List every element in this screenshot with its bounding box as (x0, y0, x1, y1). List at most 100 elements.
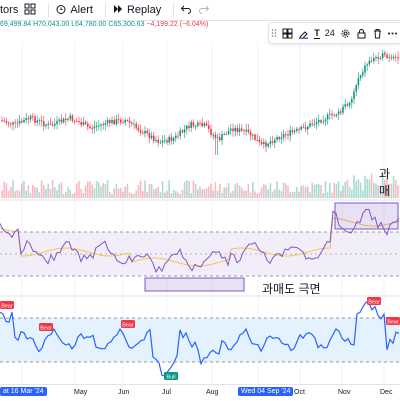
undo-button[interactable] (180, 3, 192, 18)
drag-handle-icon[interactable] (271, 28, 277, 38)
volume-bar (36, 187, 38, 198)
candle-body (315, 122, 318, 125)
candle-body (287, 134, 289, 136)
volume-bar (1, 190, 3, 198)
candle-body (179, 130, 181, 136)
candle-body (335, 114, 338, 116)
time-axis[interactable]: at 16 Mar '24 May Jun Jul Aug Wed 04 Sep… (0, 384, 400, 401)
volume-bar (58, 184, 60, 198)
volume-bar (109, 191, 111, 198)
candle-body (32, 116, 34, 117)
volume-bar (122, 191, 124, 198)
candle-body (296, 128, 298, 131)
candle-body (128, 120, 131, 123)
volume-bar (89, 181, 91, 198)
volume-bar (375, 183, 377, 198)
redo-button[interactable] (198, 3, 210, 18)
volume-bar (82, 193, 85, 198)
candle-body (91, 128, 93, 129)
volume-bar (276, 181, 278, 198)
volume-bar (56, 190, 58, 198)
more-options-icon[interactable] (387, 28, 398, 39)
volume-bar (14, 191, 16, 198)
color-picker-icon[interactable] (298, 28, 309, 39)
volume-bar (40, 180, 43, 198)
candle-body (234, 127, 236, 132)
candle-body (51, 124, 54, 126)
volume-bar (370, 173, 373, 198)
volume-bar (137, 185, 140, 198)
chart-canvas[interactable]: Bear Bear Bear Bear Bear Bull (0, 0, 400, 384)
replay-button[interactable]: Replay (112, 3, 161, 18)
volume-bar (205, 188, 208, 198)
candle-body (322, 121, 324, 123)
candle-body (392, 56, 395, 59)
candle-body (227, 130, 230, 135)
volume-bar (3, 181, 5, 198)
candle-body (320, 119, 322, 123)
candle-body (161, 140, 164, 143)
candle-body (324, 119, 327, 122)
overbought-zone-box[interactable] (334, 202, 399, 230)
candle-body (346, 104, 349, 106)
volume-bar (324, 181, 327, 198)
volume-bar (60, 182, 63, 198)
oversold-zone-box[interactable] (144, 277, 245, 292)
volume-bar (199, 186, 201, 198)
volume-bar (38, 192, 41, 198)
oversold-annotation[interactable]: 과매도 극면 (262, 282, 321, 296)
volume-bar (181, 189, 184, 198)
volume-bar (322, 193, 324, 198)
candle-body (58, 119, 60, 121)
candle-body (219, 137, 221, 141)
volume-bar (386, 178, 388, 198)
volume-bar (368, 179, 371, 198)
candle-body (111, 119, 113, 124)
volume-bar (155, 188, 157, 198)
volume-bar (102, 183, 104, 198)
volume-bar (27, 184, 30, 198)
overbought-annotation[interactable]: 과매 (379, 167, 391, 198)
volume-bar (337, 181, 340, 198)
volume-bar (128, 192, 131, 198)
candle-body (192, 122, 195, 127)
candle-body (353, 91, 355, 100)
candle-body (104, 123, 107, 125)
candle-body (370, 60, 373, 62)
text-tool-button[interactable]: T (314, 28, 320, 39)
volume-bar (282, 182, 285, 198)
volume-bar (148, 184, 151, 198)
volume-bar (153, 189, 155, 198)
volume-bar (381, 173, 384, 198)
volume-bar (333, 182, 335, 198)
settings-gear-icon[interactable] (340, 28, 351, 39)
volume-bar (117, 188, 120, 198)
template-icon[interactable] (282, 28, 293, 39)
candle-body (155, 139, 157, 142)
candle-body (247, 129, 250, 132)
candle-body (18, 120, 21, 124)
top-toolbar: tors Alert Replay (0, 0, 400, 21)
lock-icon[interactable] (356, 28, 367, 39)
time-axis-label: May (74, 389, 88, 396)
indicators-button[interactable]: tors (0, 4, 18, 16)
volume-bars (1, 173, 399, 198)
volume-bar (309, 192, 311, 198)
candle-body (212, 134, 214, 136)
layout-grid-button[interactable] (24, 3, 36, 18)
replay-label: Replay (126, 4, 162, 16)
candle-body (10, 123, 12, 125)
alert-button[interactable]: Alert (55, 3, 93, 18)
ohlc-change: −4,199.22 (−6.04%) (146, 21, 209, 28)
volume-bar (311, 182, 313, 198)
text-tool-label: T (314, 27, 320, 38)
bear-badge-label: Bear (387, 320, 399, 326)
candle-body (265, 142, 267, 147)
price-candles (1, 49, 399, 155)
toolbar-divider (48, 3, 50, 17)
candle-body (117, 119, 120, 121)
candle-body (62, 118, 65, 123)
font-size-button[interactable]: 24 (324, 28, 335, 38)
volume-bar (91, 184, 93, 198)
delete-trash-icon[interactable] (372, 28, 383, 39)
